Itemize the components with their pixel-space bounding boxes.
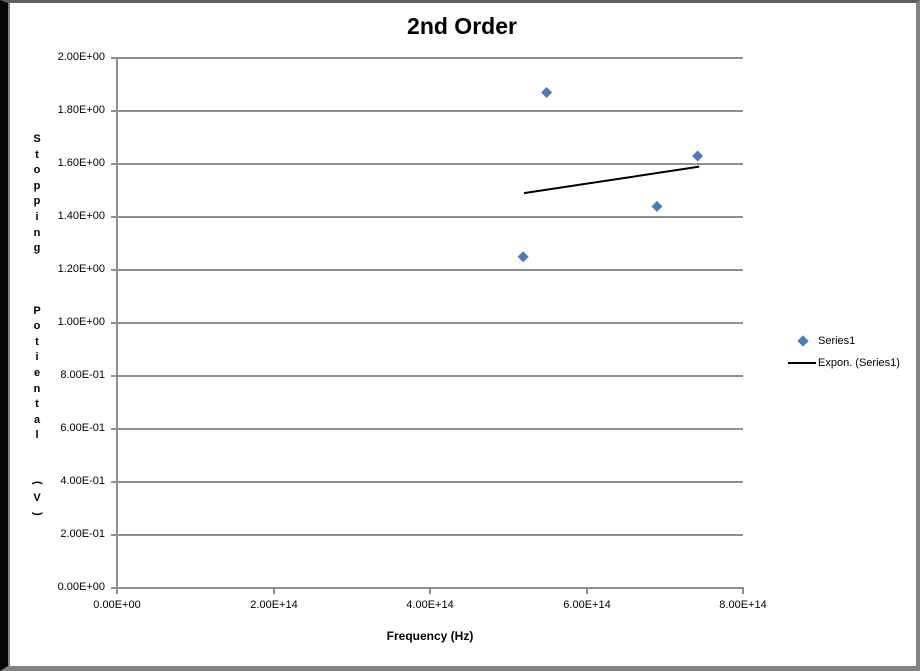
data-point[interactable] — [517, 251, 529, 263]
gridline — [117, 481, 743, 483]
y-axis-title-char: l — [35, 429, 39, 442]
legend-label-trendline: Expon. (Series1) — [818, 357, 900, 369]
y-axis-title-char: p — [33, 179, 41, 192]
y-tick-label: 1.60E+00 — [57, 157, 105, 169]
legend[interactable]: Series1 Expon. (Series1) — [788, 330, 914, 374]
gridline — [117, 428, 743, 430]
y-tick-mark — [111, 163, 117, 165]
y-tick-label: 2.00E-01 — [60, 528, 105, 540]
gridline — [117, 269, 743, 271]
y-axis-title-char: n — [33, 382, 41, 395]
y-axis-title-char: V — [33, 491, 41, 504]
y-tick-mark — [111, 481, 117, 483]
x-tick-label: 6.00E+14 — [563, 599, 611, 611]
y-tick-label: 8.00E-01 — [60, 369, 105, 381]
y-axis-title-char: n — [33, 226, 41, 239]
y-axis-title-char: i — [35, 210, 39, 223]
y-tick-mark — [111, 534, 117, 536]
y-tick-mark — [111, 428, 117, 430]
y-tick-label: 2.00E+00 — [57, 51, 105, 63]
y-axis-title-char: o — [33, 164, 41, 177]
x-tick-label: 0.00E+00 — [93, 599, 141, 611]
y-axis-title-char: P — [33, 304, 41, 317]
x-tick-label: 4.00E+14 — [406, 599, 454, 611]
y-axis-title-char: t — [35, 335, 39, 348]
x-tick-label: 8.00E+14 — [719, 599, 767, 611]
y-tick-label: 4.00E-01 — [60, 475, 105, 487]
y-axis-title-char: o — [33, 320, 41, 333]
data-point[interactable] — [692, 150, 704, 162]
trendline[interactable] — [523, 165, 700, 195]
data-point[interactable] — [541, 86, 553, 98]
y-tick-mark — [111, 322, 117, 324]
gridline — [117, 534, 743, 536]
y-tick-mark — [111, 57, 117, 59]
y-axis-title-char: g — [33, 242, 41, 255]
y-tick-mark — [111, 587, 117, 589]
x-tick-label: 2.00E+14 — [250, 599, 298, 611]
series-layer — [517, 86, 704, 263]
data-point[interactable] — [651, 200, 663, 212]
y-axis-title-char: t — [35, 148, 39, 161]
x-tick-mark — [429, 587, 431, 594]
y-tick-label: 1.80E+00 — [57, 104, 105, 116]
chart-title[interactable]: 2nd Order — [407, 13, 517, 39]
y-tick-label: 1.00E+00 — [57, 316, 105, 328]
legend-item-trendline[interactable]: Expon. (Series1) — [788, 352, 914, 374]
y-axis-title-char: S — [33, 133, 41, 145]
gridline — [117, 163, 743, 165]
diamond-marker-icon — [797, 335, 809, 347]
y-axis-title-char: e — [33, 366, 41, 379]
y-tick-label: 1.40E+00 — [57, 210, 105, 222]
y-tick-mark — [111, 269, 117, 271]
legend-item-series1[interactable]: Series1 — [788, 330, 914, 352]
x-tick-mark — [116, 587, 118, 594]
line-marker-icon — [788, 362, 816, 364]
y-tick-label: 1.20E+00 — [57, 263, 105, 275]
x-tick-mark — [273, 587, 275, 594]
y-axis-title-char: p — [33, 195, 41, 208]
gridline — [117, 110, 743, 112]
y-tick-label: 0.00E+00 — [57, 581, 105, 593]
y-axis-title-char: a — [33, 413, 41, 426]
gridline — [117, 216, 743, 218]
x-tick-mark — [586, 587, 588, 594]
y-axis-title-char: t — [35, 398, 39, 411]
y-tick-mark — [111, 216, 117, 218]
gridline — [117, 375, 743, 377]
y-tick-mark — [111, 110, 117, 112]
y-axis-title-char: i — [35, 351, 39, 364]
gridline — [117, 322, 743, 324]
y-tick-label: 6.00E-01 — [60, 422, 105, 434]
y-axis-line — [116, 57, 118, 589]
y-tick-mark — [111, 375, 117, 377]
legend-label-series1: Series1 — [818, 335, 856, 347]
x-axis-title[interactable]: Frequency (Hz) — [386, 629, 474, 643]
x-tick-mark — [742, 587, 744, 594]
gridline — [117, 57, 743, 59]
